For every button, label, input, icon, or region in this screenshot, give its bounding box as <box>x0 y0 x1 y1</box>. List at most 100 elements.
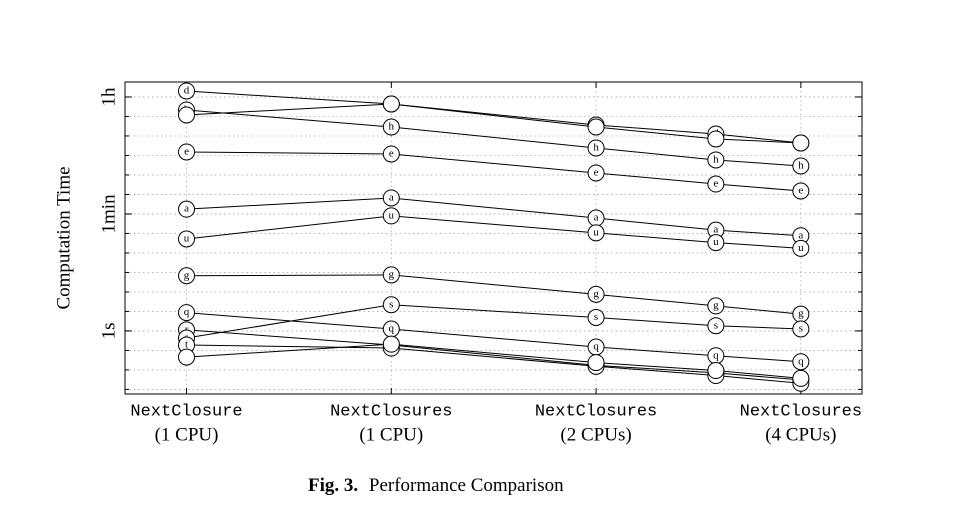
y-tick-label: 1s <box>98 322 119 339</box>
point: e <box>587 164 605 182</box>
point: h <box>382 118 400 136</box>
point <box>707 130 725 148</box>
marker <box>792 134 810 152</box>
marker-label: s <box>714 319 718 331</box>
marker <box>382 189 400 207</box>
y-tick-label: 1min <box>98 194 119 234</box>
point: s <box>382 296 400 314</box>
caption-label: Fig. 3. <box>308 475 358 496</box>
point: a <box>178 200 196 218</box>
x-tick-label: (1 CPU) <box>359 424 423 445</box>
marker-label: t <box>185 339 188 351</box>
marker <box>587 139 605 157</box>
marker <box>707 317 725 335</box>
point <box>178 348 196 366</box>
point: g <box>382 266 400 284</box>
marker <box>587 309 605 327</box>
x-tick-label: NextClosures <box>535 402 657 421</box>
point: u <box>178 230 196 248</box>
marker-label: u <box>713 236 719 248</box>
marker-label: h <box>593 142 599 154</box>
marker <box>178 106 196 124</box>
marker-label: a <box>713 224 718 236</box>
y-tick-label: 1h <box>98 87 119 107</box>
point: g <box>792 305 810 323</box>
marker <box>178 304 196 322</box>
marker-label: r <box>185 323 189 335</box>
marker <box>178 200 196 218</box>
marker <box>707 234 725 252</box>
point: t <box>178 336 196 354</box>
point <box>178 106 196 124</box>
y-axis-label: Computation Time <box>53 166 74 309</box>
marker <box>382 207 400 225</box>
point: g <box>707 297 725 315</box>
marker <box>178 143 196 161</box>
marker <box>587 354 605 372</box>
marker <box>792 369 810 387</box>
point: q <box>382 320 400 338</box>
marker <box>707 297 725 315</box>
point: u <box>792 239 810 257</box>
point: q <box>178 304 196 322</box>
marker-label: s <box>389 298 393 310</box>
point <box>587 354 605 372</box>
marker-label: s <box>799 323 803 335</box>
point: u <box>382 207 400 225</box>
point: e <box>792 182 810 200</box>
marker-label: g <box>389 268 395 280</box>
point: s <box>792 320 810 338</box>
marker-label: q <box>713 349 719 361</box>
point <box>792 369 810 387</box>
plot-frame <box>124 81 863 395</box>
x-tick-label: (2 CPUs) <box>560 424 631 445</box>
point: g <box>178 267 196 285</box>
marker <box>587 224 605 242</box>
marker-label: g <box>184 269 190 281</box>
point: a <box>792 227 810 245</box>
point: a <box>587 209 605 227</box>
point: d <box>178 82 196 100</box>
caption: Fig. 3. Performance Comparison <box>308 475 564 496</box>
marker <box>178 230 196 248</box>
marker-label: g <box>713 299 719 311</box>
marker-label: e <box>594 166 599 178</box>
marker <box>178 348 196 366</box>
point <box>587 118 605 136</box>
point: a <box>382 189 400 207</box>
marker <box>178 82 196 100</box>
marker-label: h <box>389 121 395 133</box>
marker <box>382 335 400 353</box>
marker <box>792 182 810 200</box>
marker-label: a <box>389 191 394 203</box>
point: q <box>587 338 605 356</box>
marker-label: e <box>798 185 803 197</box>
point: g <box>587 285 605 303</box>
marker <box>792 353 810 371</box>
point: h <box>587 139 605 157</box>
marker <box>707 130 725 148</box>
marker-label: q <box>184 306 190 318</box>
marker-label: e <box>713 178 718 190</box>
point: q <box>707 347 725 365</box>
point <box>792 134 810 152</box>
marker <box>382 296 400 314</box>
point: u <box>707 234 725 252</box>
x-tick-label: NextClosure <box>130 402 242 421</box>
marker-label: e <box>184 146 189 158</box>
marker-label: u <box>798 242 804 254</box>
marker <box>178 267 196 285</box>
marker-label: s <box>594 311 598 323</box>
point: s <box>587 309 605 327</box>
marker-label: u <box>389 209 395 221</box>
marker-label: d <box>184 85 190 97</box>
marker-label: q <box>389 323 395 335</box>
point <box>382 335 400 353</box>
marker-label: g <box>798 308 804 320</box>
marker-label: h <box>713 153 719 165</box>
marker <box>587 118 605 136</box>
marker-label: a <box>798 229 803 241</box>
caption-text: Performance Comparison <box>369 475 564 496</box>
marker <box>587 164 605 182</box>
